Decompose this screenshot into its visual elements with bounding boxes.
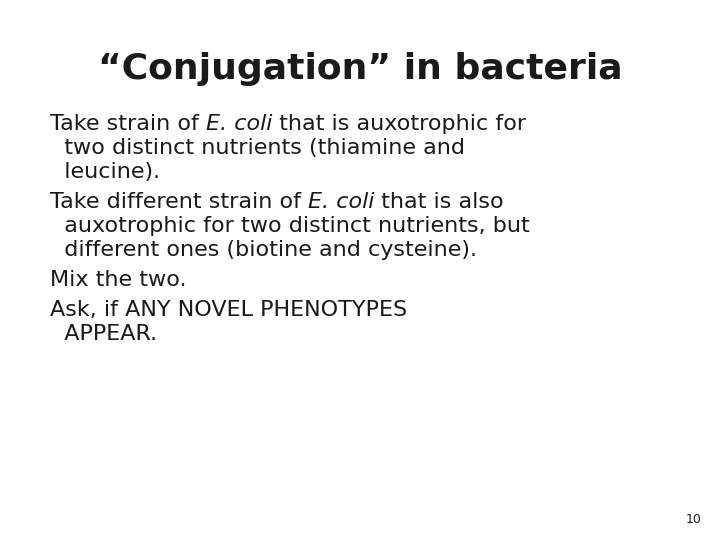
Text: auxotrophic for two distinct nutrients, but: auxotrophic for two distinct nutrients, … xyxy=(50,216,530,236)
Text: E. coli: E. coli xyxy=(206,114,272,134)
Text: E. coli: E. coli xyxy=(308,192,374,212)
Text: that is also: that is also xyxy=(374,192,504,212)
Text: “Conjugation” in bacteria: “Conjugation” in bacteria xyxy=(98,52,622,86)
Text: Ask, if ANY NOVEL PHENOTYPES: Ask, if ANY NOVEL PHENOTYPES xyxy=(50,300,407,320)
Text: leucine).: leucine). xyxy=(50,162,160,182)
Text: Take strain of: Take strain of xyxy=(50,114,206,134)
Text: two distinct nutrients (thiamine and: two distinct nutrients (thiamine and xyxy=(50,138,465,158)
Text: that is auxotrophic for: that is auxotrophic for xyxy=(272,114,526,134)
Text: APPEAR.: APPEAR. xyxy=(50,324,157,344)
Text: Mix the two.: Mix the two. xyxy=(50,270,186,290)
Text: different ones (biotine and cysteine).: different ones (biotine and cysteine). xyxy=(50,240,477,260)
Text: 10: 10 xyxy=(686,513,702,526)
Text: Take different strain of: Take different strain of xyxy=(50,192,308,212)
